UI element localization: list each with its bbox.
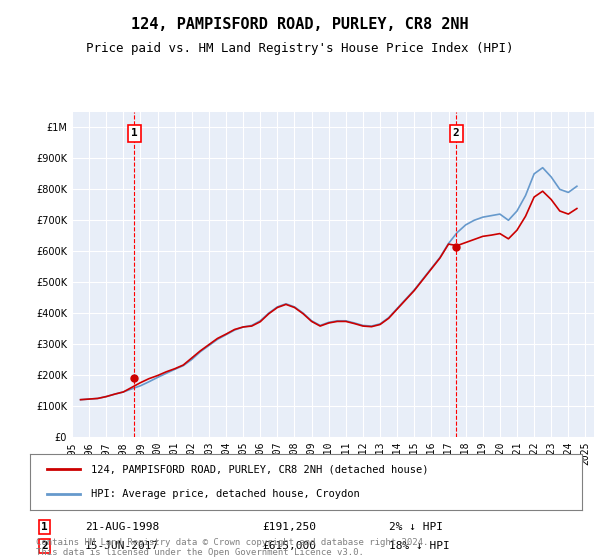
- Text: Contains HM Land Registry data © Crown copyright and database right 2024.
This d: Contains HM Land Registry data © Crown c…: [36, 538, 428, 557]
- Text: HPI: Average price, detached house, Croydon: HPI: Average price, detached house, Croy…: [91, 489, 359, 499]
- Text: 1: 1: [41, 522, 48, 532]
- Text: 21-AUG-1998: 21-AUG-1998: [85, 522, 160, 532]
- Text: £191,250: £191,250: [262, 522, 316, 532]
- Text: Price paid vs. HM Land Registry's House Price Index (HPI): Price paid vs. HM Land Registry's House …: [86, 42, 514, 55]
- Text: £615,000: £615,000: [262, 541, 316, 551]
- Text: 1: 1: [131, 128, 137, 138]
- Text: 2: 2: [41, 541, 48, 551]
- Text: 18% ↓ HPI: 18% ↓ HPI: [389, 541, 449, 551]
- Text: 124, PAMPISFORD ROAD, PURLEY, CR8 2NH (detached house): 124, PAMPISFORD ROAD, PURLEY, CR8 2NH (d…: [91, 464, 428, 474]
- Text: 2: 2: [453, 128, 460, 138]
- Text: 2% ↓ HPI: 2% ↓ HPI: [389, 522, 443, 532]
- Text: 124, PAMPISFORD ROAD, PURLEY, CR8 2NH: 124, PAMPISFORD ROAD, PURLEY, CR8 2NH: [131, 17, 469, 32]
- Text: 15-JUN-2017: 15-JUN-2017: [85, 541, 160, 551]
